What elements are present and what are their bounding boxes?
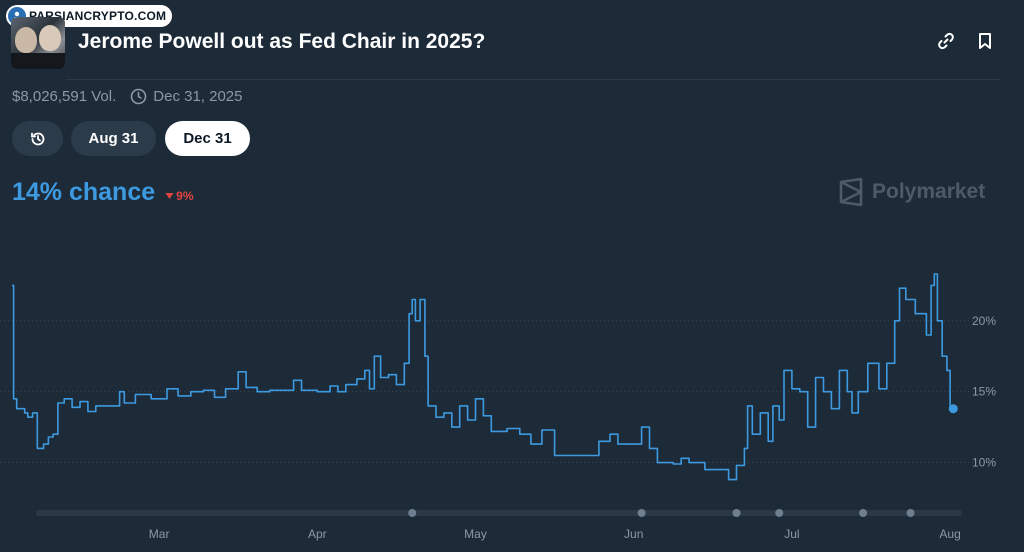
price-history-chart: 20% 15% 10% Mar Apr May Jun Jul Aug	[0, 273, 1000, 541]
chance-delta: 9%	[165, 189, 193, 203]
y-tick-label: 20%	[972, 314, 996, 328]
chance-value: 14% chance	[12, 178, 156, 206]
history-icon	[30, 132, 44, 145]
market-meta: $8,026,591 Vol. Dec 31, 2025	[12, 88, 243, 105]
navigator-marker[interactable]	[637, 509, 646, 517]
current-value-marker[interactable]	[948, 404, 958, 414]
x-tick-label: May	[464, 527, 487, 541]
market-title: Jerome Powell out as Fed Chair in 2025?	[78, 30, 486, 53]
navigator-marker[interactable]	[408, 509, 417, 517]
navigator-marker[interactable]	[906, 509, 915, 517]
down-caret-icon	[165, 193, 174, 199]
filter-dec-31[interactable]: Dec 31	[165, 121, 250, 156]
market-thumbnail	[11, 17, 65, 69]
bookmark-button[interactable]	[974, 30, 996, 52]
copy-link-button[interactable]	[935, 30, 957, 52]
navigator-marker[interactable]	[732, 509, 741, 517]
history-button[interactable]	[12, 121, 63, 156]
clock-icon	[130, 88, 147, 105]
navigator-marker[interactable]	[775, 509, 784, 517]
volume-text: $8,026,591 Vol.	[12, 88, 117, 105]
x-tick-label: Apr	[308, 527, 327, 541]
x-tick-label: Mar	[149, 527, 170, 541]
navigator-track[interactable]	[36, 510, 962, 516]
x-tick-label: Jul	[784, 527, 799, 541]
polymarket-logo-icon	[839, 178, 863, 206]
end-date: Dec 31, 2025	[130, 88, 243, 105]
price-line	[12, 273, 955, 481]
y-tick-label: 15%	[972, 385, 996, 399]
chance-delta-value: 9%	[176, 189, 194, 203]
brand-name: Polymarket	[872, 180, 986, 203]
link-icon	[938, 32, 954, 50]
chance-summary: 14% chance 9%	[12, 178, 193, 207]
navigator-marker[interactable]	[859, 509, 868, 517]
x-tick-label: Aug	[939, 527, 960, 541]
filter-aug-31[interactable]: Aug 31	[71, 121, 156, 156]
bookmark-icon	[979, 33, 991, 49]
header-divider	[66, 79, 1001, 80]
x-tick-label: Jun	[624, 527, 643, 541]
polymarket-brand: Polymarket	[838, 178, 985, 206]
y-tick-label: 10%	[972, 456, 996, 470]
end-date-text: Dec 31, 2025	[153, 88, 243, 105]
